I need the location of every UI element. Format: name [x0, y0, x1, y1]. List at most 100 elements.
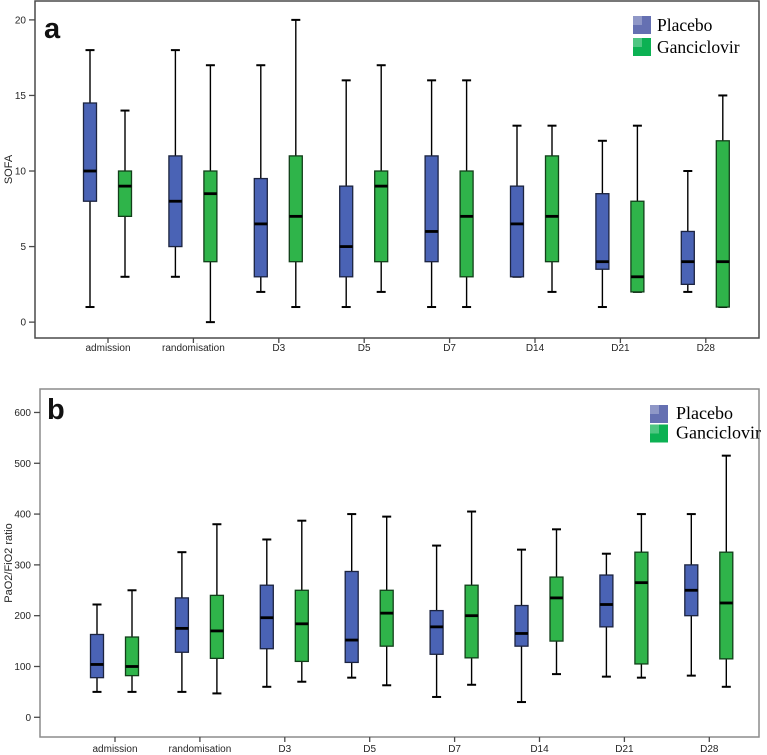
- iqr-box: [339, 185, 354, 278]
- y-tick-label: 200: [14, 611, 31, 622]
- x-tick-label: D7: [448, 744, 461, 755]
- iqr-box: [464, 584, 479, 659]
- iqr-box: [549, 576, 564, 642]
- y-tick-label: 0: [25, 713, 31, 724]
- x-tick-label: D28: [700, 744, 719, 755]
- median-line: [550, 596, 563, 600]
- box-placebo-randomisation: [174, 551, 190, 693]
- median-line: [374, 184, 388, 188]
- iqr-box: [174, 597, 190, 653]
- y-tick-label: 400: [14, 510, 31, 521]
- box-placebo-admission: [89, 603, 105, 693]
- median-line: [254, 222, 268, 226]
- box-placebo-d21: [595, 139, 610, 309]
- iqr-box: [634, 551, 649, 665]
- median-line: [515, 632, 528, 635]
- iqr-box: [424, 155, 439, 263]
- median-line: [90, 663, 104, 666]
- box-placebo-d14: [514, 548, 529, 704]
- y-tick-label: 600: [14, 408, 31, 419]
- iqr-box: [595, 193, 610, 270]
- x-tick-label: D28: [697, 343, 716, 354]
- box-placebo-admission: [82, 49, 98, 309]
- plot-frame: [39, 388, 760, 738]
- legend-swatch-highlight: [650, 424, 659, 434]
- box-ganciclovir-d28: [715, 94, 730, 309]
- iqr-box: [599, 574, 614, 628]
- iqr-box: [379, 589, 394, 647]
- y-tick-label: 100: [14, 662, 31, 673]
- x-tick-label: randomisation: [162, 343, 225, 354]
- box-placebo-d14: [509, 124, 525, 278]
- iqr-box: [630, 200, 645, 293]
- x-tick-label: D5: [363, 744, 376, 755]
- median-line: [125, 665, 139, 668]
- box-placebo-d7: [429, 544, 444, 698]
- x-tick-label: randomisation: [168, 744, 231, 755]
- median-line: [460, 214, 474, 218]
- iqr-box: [719, 551, 734, 660]
- panel-letter-a: a: [44, 13, 61, 45]
- box-placebo-d3: [259, 538, 274, 688]
- median-line: [175, 626, 189, 630]
- median-line: [380, 611, 394, 615]
- y-axis-title: PaO2/FiO2 ratio: [3, 523, 15, 602]
- x-tick-label: D5: [358, 343, 371, 354]
- y-tick-label: 0: [20, 318, 26, 329]
- x-tick-label: D7: [443, 343, 456, 354]
- y-tick-label: 20: [15, 15, 27, 26]
- iqr-box: [124, 636, 140, 677]
- box-placebo-d3: [253, 64, 268, 293]
- y-tick-label: 15: [15, 91, 27, 102]
- y-tick-label: 300: [14, 560, 31, 571]
- x-tick-label: D3: [278, 744, 291, 755]
- iqr-box: [429, 609, 444, 655]
- box-ganciclovir-d21: [630, 124, 645, 293]
- panel-a-chart: 0 5 10 15 20 SOFA admission randomisation D3 D5 D7…: [3, 0, 760, 354]
- iqr-box: [544, 155, 560, 263]
- box-placebo-d28: [680, 170, 695, 293]
- median-line: [465, 614, 479, 618]
- median-line: [716, 260, 730, 264]
- median-line: [599, 603, 613, 606]
- x-tick-label: D21: [611, 343, 630, 354]
- y-tick-label: 10: [15, 167, 27, 178]
- median-line: [430, 625, 444, 629]
- median-line: [719, 601, 733, 605]
- x-tick-label: D14: [526, 343, 545, 354]
- median-line: [345, 638, 359, 642]
- median-line: [260, 616, 274, 620]
- iqr-box: [82, 102, 98, 202]
- box-ganciclovir-d28: [719, 454, 734, 688]
- box-ganciclovir-d3: [288, 18, 303, 309]
- median-line: [681, 260, 695, 264]
- panel-letter-b: b: [47, 394, 65, 426]
- box-placebo-randomisation: [168, 49, 183, 278]
- iqr-box: [89, 633, 105, 679]
- legend-label-placebo: Placebo: [676, 403, 733, 423]
- box-ganciclovir-d21: [634, 513, 649, 679]
- box-placebo-d5: [339, 79, 354, 309]
- iqr-box: [514, 604, 529, 647]
- iqr-box: [459, 170, 474, 278]
- median-line: [510, 222, 524, 226]
- box-placebo-d28: [684, 513, 699, 677]
- box-ganciclovir-d5: [379, 515, 394, 687]
- iqr-box: [509, 185, 525, 278]
- median-line: [684, 588, 698, 592]
- median-line: [634, 581, 648, 585]
- box-ganciclovir-d3: [294, 519, 309, 683]
- box-placebo-d21: [599, 552, 614, 678]
- legend-swatch-highlight: [633, 16, 642, 25]
- legend-label-placebo: Placebo: [657, 15, 713, 35]
- iqr-box: [288, 155, 303, 263]
- legend-swatch-ganciclovir: [633, 38, 651, 56]
- iqr-box: [253, 177, 268, 278]
- y-axis-title: SOFA: [3, 154, 15, 184]
- box-placebo-d7: [424, 79, 439, 309]
- x-tick-label: D3: [272, 343, 285, 354]
- box-ganciclovir-d5: [374, 64, 389, 293]
- legend-swatch-ganciclovir: [650, 424, 668, 443]
